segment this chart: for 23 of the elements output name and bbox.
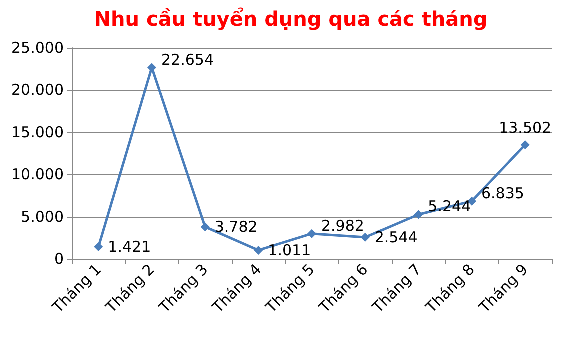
point [308,229,316,238]
y-tick-label: 15.000 [12,123,64,142]
data-label: 2.982 [322,216,364,235]
data-label: 13.502 [499,119,552,138]
data-label: 3.782 [214,218,258,236]
data-label: 1.011 [268,241,312,260]
point [414,210,424,220]
data-label: 1.421 [108,238,152,256]
point [200,222,210,232]
data-label: 6.835 [482,184,524,202]
y-tick-label: 0 [54,250,64,268]
point [520,140,530,150]
point [360,233,370,242]
point [148,63,156,72]
point [94,242,104,252]
y-tick-label: 5.000 [21,208,64,226]
chart-title: Nhu cầu tuyển dụng qua các tháng [94,7,488,31]
y-tick-label: 25.000 [12,39,64,57]
point [254,246,264,255]
y-tick-label: 20.000 [12,81,64,100]
data-label: 2.544 [374,228,418,247]
y-tick-label: 10.000 [12,166,64,184]
data-label: 22.654 [162,50,214,69]
